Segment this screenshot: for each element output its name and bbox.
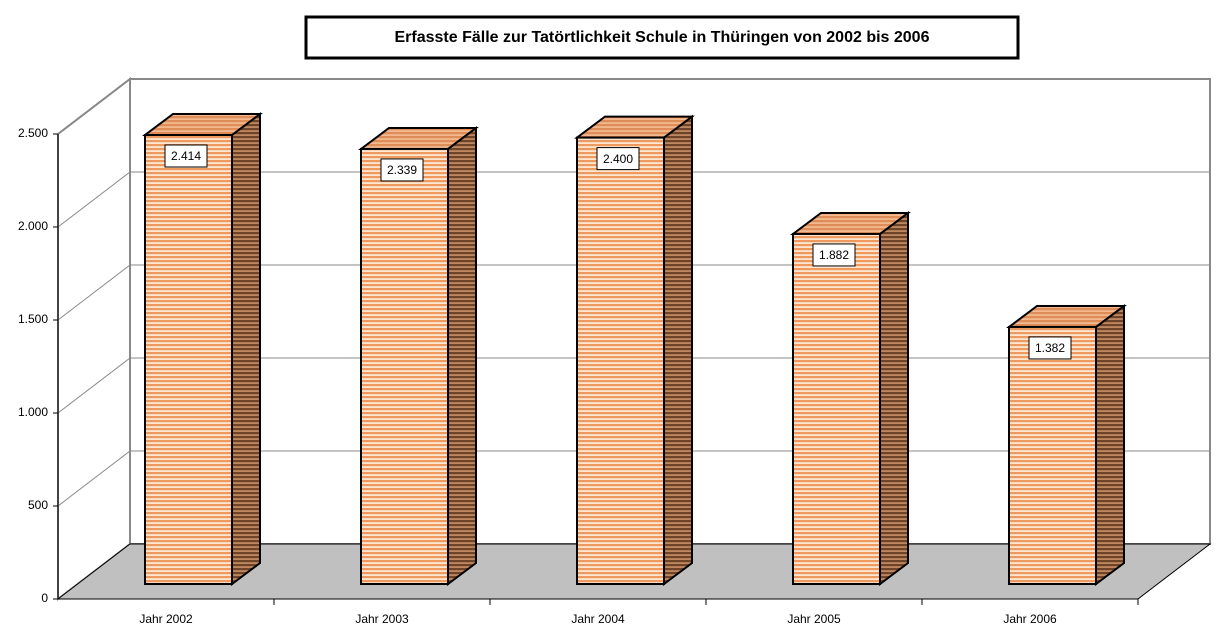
- bar: [792, 232, 881, 585]
- bar-side: [1095, 303, 1125, 586]
- bar: [1008, 325, 1097, 585]
- side-wall: [57, 76, 131, 602]
- grid-line: [57, 264, 131, 321]
- grid-line: [57, 450, 131, 507]
- bar-side: [663, 114, 693, 586]
- bar: [144, 133, 233, 585]
- y-tick-label: 0: [41, 591, 48, 605]
- x-tick-label: Jahr 2002: [139, 612, 193, 626]
- bar-side: [231, 111, 261, 586]
- value-label-box: [596, 147, 640, 171]
- grid-line: [57, 357, 131, 414]
- x-tick-label: Jahr 2004: [571, 612, 625, 626]
- x-tick-label: Jahr 2006: [1003, 612, 1057, 626]
- chart-title: Erfasste Fälle zur Tatörtlichkeit Schule…: [395, 29, 930, 46]
- value-label-box: [1028, 336, 1072, 360]
- value-label-box: [380, 158, 424, 182]
- value-label: 1.882: [819, 248, 849, 262]
- grid-line: [57, 78, 131, 135]
- y-tick-label: 500: [28, 498, 48, 512]
- value-label: 2.339: [387, 163, 417, 177]
- bar-side: [879, 210, 909, 586]
- value-label: 1.382: [1035, 341, 1065, 355]
- value-label: 2.414: [171, 149, 201, 163]
- y-tick-label: 1.000: [18, 405, 48, 419]
- grid-line: [57, 171, 131, 228]
- title-box: [304, 15, 1020, 60]
- x-tick-label: Jahr 2003: [355, 612, 409, 626]
- value-label-box: [164, 144, 208, 168]
- y-tick-label: 2.500: [18, 126, 48, 140]
- bar-side: [447, 125, 477, 586]
- bar: [576, 136, 665, 585]
- y-tick-label: 1.500: [18, 312, 48, 326]
- bar: [360, 147, 449, 585]
- value-label-box: [812, 243, 856, 267]
- plot: 0 500 1.000 1.500 2.000 2.500 Jahr 2002 2.414 Ja…: [18, 76, 1212, 626]
- value-label: 2.400: [603, 152, 633, 166]
- y-tick-label: 2.000: [18, 219, 48, 233]
- x-tick-label: Jahr 2005: [787, 612, 841, 626]
